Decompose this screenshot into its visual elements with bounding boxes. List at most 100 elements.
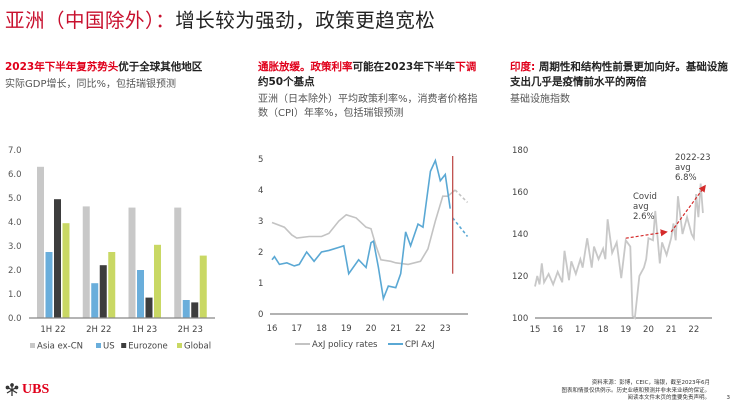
bar bbox=[45, 252, 53, 318]
series-line bbox=[534, 183, 704, 320]
x-tick-label: 21 bbox=[390, 324, 401, 334]
x-tick-label: 20 bbox=[366, 324, 377, 334]
x-tick-label: 17 bbox=[575, 325, 586, 335]
y-tick-label: 0 bbox=[258, 310, 263, 320]
x-tick-label: 1H 22 bbox=[40, 325, 65, 335]
panel-gdp-subtitle: 实际GDP增长，同比%，包括瑞银预测 bbox=[5, 79, 176, 90]
trend-arrow bbox=[625, 229, 668, 239]
bar bbox=[108, 252, 116, 318]
headline-dark: 优于全球其他地区 bbox=[118, 61, 203, 73]
x-tick-label: 1H 23 bbox=[132, 325, 157, 335]
series-line bbox=[454, 189, 469, 203]
series-line bbox=[271, 189, 456, 266]
headline-dark: 可能在2023年下半年 bbox=[352, 61, 456, 73]
panel-inflation: 通胀放缓。政策利率可能在2023年下半年下调 约50个基点 亚洲（日本除外）平均政… bbox=[258, 60, 483, 121]
y-tick-label: 6.0 bbox=[8, 170, 22, 180]
y-tick-label: 4.0 bbox=[8, 218, 22, 228]
ubs-keys-icon bbox=[5, 383, 19, 396]
panel-india-subtitle: 基础设施指数 bbox=[510, 94, 570, 105]
annotation-label: avg bbox=[633, 202, 649, 212]
x-tick-label: 22 bbox=[688, 325, 699, 335]
bar bbox=[128, 207, 136, 318]
panel-india-headline: 印度: 周期性和结构性前景更加向好。基础设施支出几乎是疫情前水平的两倍 bbox=[510, 60, 735, 90]
panel-gdp: 2023年下半年复苏势头优于全球其他地区 实际GDP增长，同比%，包括瑞银预测 bbox=[5, 60, 235, 92]
page-number: 3 bbox=[726, 395, 731, 401]
y-tick-label: 160 bbox=[512, 188, 528, 198]
annotation-label: 2.6% bbox=[633, 212, 655, 222]
footer-source: 资料来源：彭博，CEIC，瑞银，截至2023年6月 图表和情景仅供例示。历史业绩… bbox=[561, 380, 710, 403]
legend-label: CPI AxJ bbox=[405, 340, 435, 350]
bar bbox=[191, 302, 199, 318]
x-tick-label: 17 bbox=[291, 324, 302, 334]
series-line bbox=[271, 158, 451, 302]
headline-red: 2023年下半年复苏势头 bbox=[5, 61, 119, 73]
x-tick-label: 19 bbox=[620, 325, 631, 335]
panel-inflation-headline: 通胀放缓。政策利率可能在2023年下半年下调约50个基点 bbox=[258, 60, 483, 90]
footer-line-3: 阅读本文件末页的重要免责声明。 bbox=[627, 395, 710, 401]
legend-label: Global bbox=[184, 342, 211, 352]
headline-red: 通胀放缓。政策利率 bbox=[258, 61, 353, 73]
legend-label: US bbox=[103, 342, 115, 352]
bar bbox=[82, 206, 90, 318]
x-tick-label: 16 bbox=[267, 324, 278, 334]
y-tick-label: 1.0 bbox=[8, 290, 22, 300]
trend-arrow bbox=[670, 184, 706, 233]
x-tick-label: 21 bbox=[666, 325, 677, 335]
page-title-red: 亚洲（中国除外）： bbox=[5, 9, 176, 32]
footer-line-1: 资料来源：彭博，CEIC，瑞银，截至2023年6月 bbox=[591, 380, 710, 386]
legend-label: AxJ policy rates bbox=[312, 340, 378, 350]
legend-label: Eurozone bbox=[128, 342, 168, 352]
x-tick-label: 2H 23 bbox=[178, 325, 203, 335]
y-tick-label: 5 bbox=[258, 155, 263, 165]
legend-swatch bbox=[30, 343, 35, 348]
footer-line-2: 图表和情景仅供例示。历史业绩和预测并非未来业绩的保证。 bbox=[561, 387, 710, 394]
x-tick-label: 20 bbox=[643, 325, 654, 335]
bar bbox=[62, 223, 70, 318]
y-tick-label: 7.0 bbox=[8, 146, 22, 156]
bar bbox=[37, 166, 44, 318]
y-tick-label: 120 bbox=[512, 272, 528, 282]
bar bbox=[174, 207, 182, 318]
y-tick-label: 5.0 bbox=[8, 194, 22, 204]
bar bbox=[54, 199, 61, 318]
y-tick-label: 0.0 bbox=[8, 314, 22, 324]
y-tick-label: 2 bbox=[258, 248, 263, 258]
page-title: 亚洲（中国除外）：增长较为强劲，政策更趋宽松 bbox=[5, 4, 435, 33]
headline-red: 印度: bbox=[510, 61, 536, 73]
panel-gdp-headline: 2023年下半年复苏势头优于全球其他地区 bbox=[5, 60, 235, 75]
headline-red-2: 下调 bbox=[455, 61, 477, 73]
bar bbox=[154, 244, 161, 318]
ubs-logo: UBS bbox=[5, 382, 49, 398]
x-tick-label: 2H 22 bbox=[86, 325, 111, 335]
y-tick-label: 180 bbox=[512, 146, 528, 156]
bar bbox=[182, 300, 190, 318]
legend-swatch bbox=[96, 343, 101, 348]
x-tick-label: 18 bbox=[598, 325, 609, 335]
y-tick-label: 4 bbox=[258, 186, 263, 196]
bar bbox=[99, 265, 107, 318]
legend-swatch bbox=[177, 343, 182, 348]
y-tick-label: 140 bbox=[512, 230, 528, 240]
x-tick-label: 15 bbox=[530, 325, 541, 335]
ubs-logo-text: UBS bbox=[22, 382, 50, 397]
bar bbox=[137, 270, 144, 318]
panel-india: 印度: 周期性和结构性前景更加向好。基础设施支出几乎是疫情前水平的两倍 基础设施… bbox=[510, 60, 735, 107]
bar bbox=[199, 255, 207, 318]
annotation-label: avg bbox=[675, 163, 691, 173]
y-tick-label: 2.0 bbox=[8, 266, 22, 276]
annotation-label: Covid bbox=[633, 192, 657, 202]
x-tick-label: 18 bbox=[316, 324, 327, 334]
headline-dark-2: 约50个基点 bbox=[258, 76, 315, 88]
series-line bbox=[452, 217, 469, 237]
y-tick-label: 100 bbox=[512, 314, 528, 324]
page-title-dark: 增长较为强劲，政策更趋宽松 bbox=[175, 9, 436, 32]
x-tick-label: 16 bbox=[552, 325, 563, 335]
headline-dark: 周期性和结构性前景更加向好。基础设施支出几乎是疫情前水平的两倍 bbox=[510, 61, 728, 88]
bar bbox=[145, 297, 153, 318]
gdp-bar-chart: 0.0 1.0 2.0 3.0 4.0 5.0 6.0 7.0 1H 22 2H 22 1H 23 2… bbox=[8, 146, 215, 352]
y-tick-label: 3.0 bbox=[8, 242, 22, 252]
x-tick-label: 19 bbox=[341, 324, 352, 334]
x-tick-label: 23 bbox=[440, 324, 451, 334]
annotation-label: 6.8% bbox=[675, 173, 697, 183]
